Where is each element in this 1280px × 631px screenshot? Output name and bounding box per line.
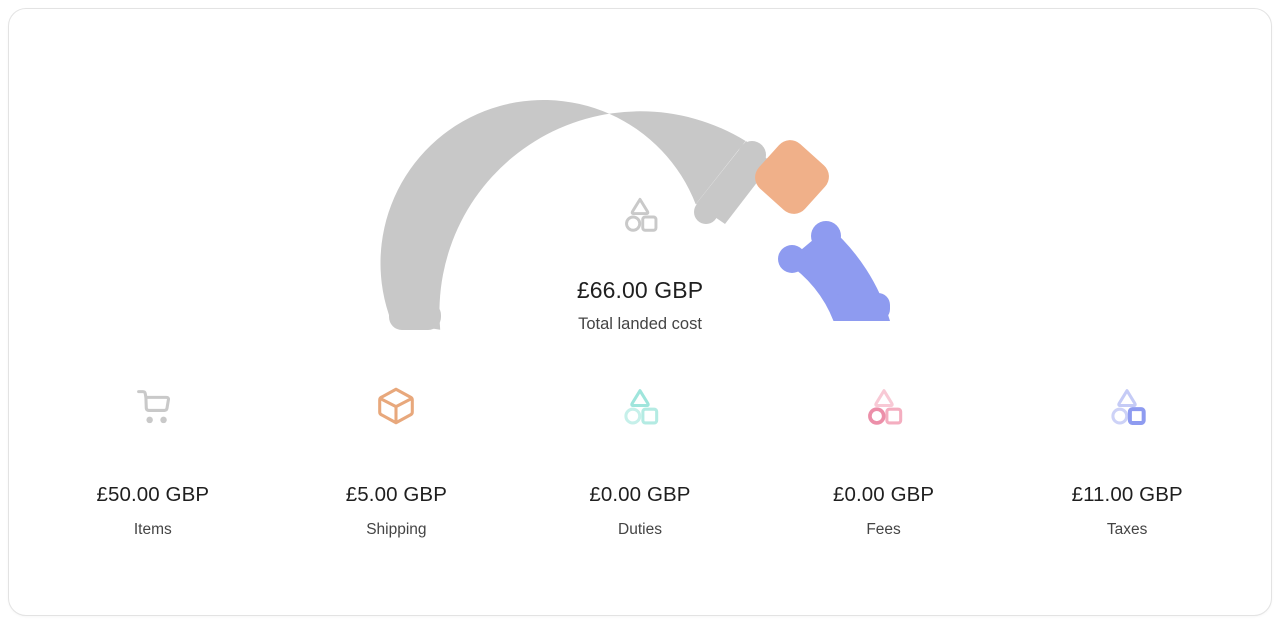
breakdown-value-taxes: £11.00 GBP bbox=[1071, 483, 1183, 506]
breakdown-value-duties: £0.00 GBP bbox=[589, 483, 691, 506]
breakdown-label-fees: Fees bbox=[866, 520, 901, 538]
breakdown-item-fees: £0.00 GBP Fees bbox=[762, 383, 1006, 537]
shopping-cart-icon bbox=[136, 390, 170, 424]
breakdown-icon-fees bbox=[861, 383, 907, 429]
gauge-total-value: £66.00 GBP bbox=[576, 277, 704, 303]
gauge-items-corner-a bbox=[738, 141, 766, 169]
box-icon bbox=[378, 387, 415, 425]
gauge-items-corner-b bbox=[694, 200, 718, 224]
breakdown-icon-items bbox=[130, 383, 176, 429]
breakdown-label-taxes: Taxes bbox=[1106, 520, 1148, 538]
cost-breakdown-row: £50.00 GBP Items £5.00 GBP Shipping bbox=[9, 383, 1271, 537]
landed-cost-gauge: £66.00 GBP Total landed cost bbox=[9, 9, 1271, 339]
gauge-taxes-corner-b bbox=[778, 245, 806, 273]
gauge-segment-items-cap-start bbox=[389, 302, 441, 330]
breakdown-value-items: £50.00 GBP bbox=[96, 483, 210, 506]
gauge-arc-chart bbox=[380, 99, 890, 330]
gauge-total-label: Total landed cost bbox=[578, 315, 702, 333]
breakdown-label-items: Items bbox=[133, 520, 172, 538]
gauge-segment-items bbox=[380, 99, 746, 330]
breakdown-item-duties: £0.00 GBP Duties bbox=[518, 383, 762, 537]
shapes-icon bbox=[867, 389, 902, 425]
breakdown-item-shipping: £5.00 GBP Shipping bbox=[275, 383, 519, 537]
breakdown-value-shipping: £5.00 GBP bbox=[345, 483, 447, 506]
breakdown-icon-shipping bbox=[373, 383, 419, 429]
landed-cost-card: £66.00 GBP Total landed cost £50.00 GBP … bbox=[8, 8, 1272, 616]
breakdown-label-duties: Duties bbox=[618, 520, 662, 538]
gauge-taxes-corner-a bbox=[811, 221, 841, 251]
breakdown-label-shipping: Shipping bbox=[366, 520, 427, 538]
breakdown-item-taxes: £11.00 GBP Taxes bbox=[1005, 383, 1249, 537]
breakdown-icon-duties bbox=[617, 383, 663, 429]
breakdown-value-fees: £0.00 GBP bbox=[832, 483, 935, 506]
shapes-icon bbox=[1111, 389, 1146, 425]
shapes-icon bbox=[624, 389, 659, 425]
gauge-segment-shipping bbox=[755, 140, 829, 214]
breakdown-icon-taxes bbox=[1104, 383, 1150, 429]
breakdown-item-items: £50.00 GBP Items bbox=[31, 383, 275, 537]
shapes-icon bbox=[625, 197, 658, 232]
gauge-taxes-cap-end bbox=[832, 293, 890, 321]
